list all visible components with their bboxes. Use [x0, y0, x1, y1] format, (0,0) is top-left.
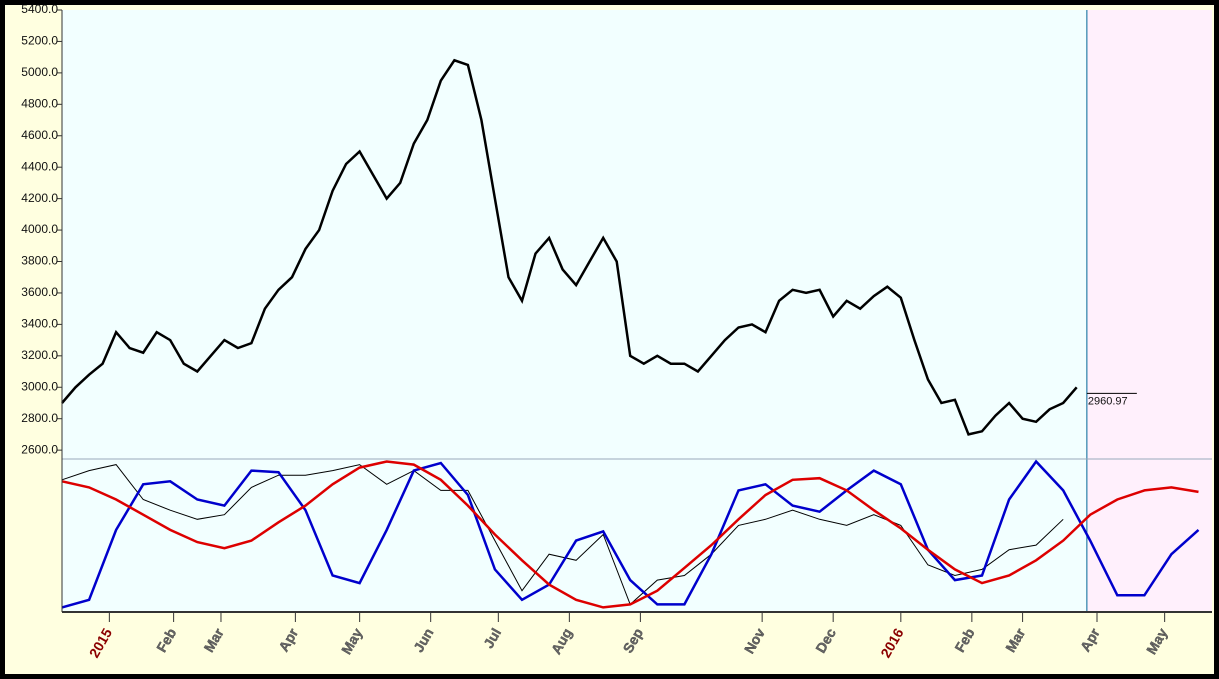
y-tick-label: 2600.0 — [21, 442, 58, 456]
y-tick-label: 3200.0 — [21, 348, 58, 362]
y-tick-label: 5400.0 — [21, 2, 58, 16]
x-tick-label: Feb — [153, 625, 179, 655]
y-tick-label: 4800.0 — [21, 96, 58, 110]
y-tick-label: 4600.0 — [21, 128, 58, 142]
last-value-label: 2960.97 — [1088, 395, 1128, 407]
y-tick-label: 2800.0 — [21, 411, 58, 425]
y-tick-label: 3400.0 — [21, 317, 58, 331]
indicator-line — [61, 459, 1200, 609]
plot-area — [62, 10, 1212, 612]
y-tick-label: 3800.0 — [21, 254, 58, 268]
y-tick-label: 5200.0 — [21, 34, 58, 48]
y-tick-label: 4000.0 — [21, 222, 58, 236]
y-tick-label: 3600.0 — [21, 285, 58, 299]
y-tick-label: 4400.0 — [21, 159, 58, 173]
future-region — [1086, 10, 1212, 612]
y-tick-label: 5000.0 — [21, 65, 58, 79]
indicator-line — [61, 464, 1064, 606]
price-line — [61, 58, 1078, 436]
indicator-line — [61, 460, 1199, 609]
y-tick-label: 4200.0 — [21, 191, 58, 205]
y-tick-label: 3000.0 — [21, 379, 58, 393]
